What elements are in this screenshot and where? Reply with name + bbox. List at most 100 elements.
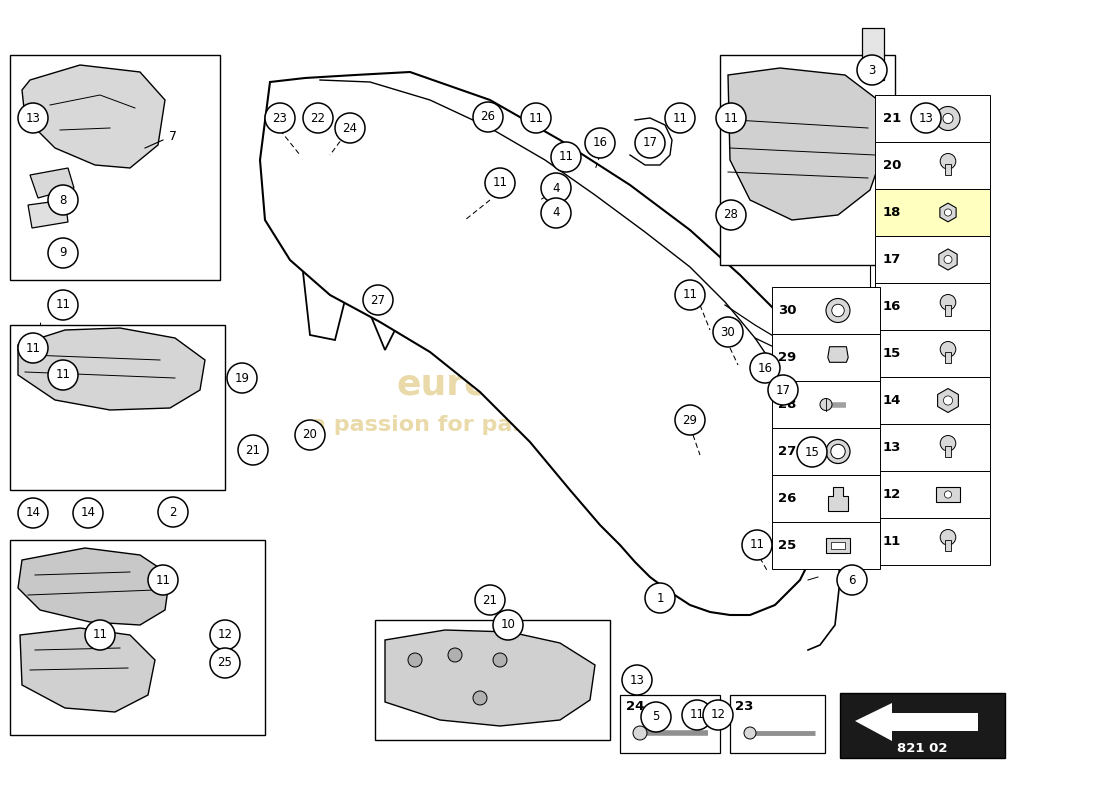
Text: 17: 17 (776, 383, 791, 397)
Text: a passion for parts since 1985: a passion for parts since 1985 (310, 415, 690, 435)
Polygon shape (939, 249, 957, 270)
Polygon shape (385, 630, 595, 726)
Text: 10: 10 (500, 618, 516, 631)
Text: 16: 16 (883, 300, 901, 313)
Text: 24: 24 (342, 122, 358, 134)
FancyBboxPatch shape (874, 377, 990, 424)
Text: 20: 20 (302, 429, 318, 442)
Circle shape (742, 530, 772, 560)
Text: 21: 21 (883, 112, 901, 125)
Circle shape (485, 168, 515, 198)
Text: 23: 23 (273, 111, 287, 125)
FancyBboxPatch shape (10, 55, 220, 280)
Circle shape (48, 185, 78, 215)
Polygon shape (828, 346, 848, 362)
FancyBboxPatch shape (945, 540, 950, 551)
FancyBboxPatch shape (945, 352, 950, 363)
Circle shape (675, 280, 705, 310)
FancyBboxPatch shape (772, 428, 880, 475)
Circle shape (541, 198, 571, 228)
FancyBboxPatch shape (826, 538, 850, 554)
Text: 14: 14 (80, 506, 96, 519)
FancyBboxPatch shape (874, 142, 990, 189)
Circle shape (940, 530, 956, 545)
FancyBboxPatch shape (620, 695, 721, 753)
FancyBboxPatch shape (945, 164, 950, 175)
FancyBboxPatch shape (772, 522, 880, 569)
FancyBboxPatch shape (772, 287, 880, 334)
Circle shape (713, 317, 743, 347)
Circle shape (48, 360, 78, 390)
FancyBboxPatch shape (840, 693, 1005, 758)
Circle shape (85, 620, 116, 650)
Circle shape (635, 128, 666, 158)
Text: 26: 26 (778, 492, 796, 505)
Text: 12: 12 (711, 709, 726, 722)
FancyBboxPatch shape (720, 55, 895, 265)
Circle shape (551, 142, 581, 172)
Text: 25: 25 (218, 657, 232, 670)
Circle shape (493, 653, 507, 667)
Text: 2: 2 (169, 506, 177, 518)
Circle shape (473, 102, 503, 132)
Polygon shape (937, 389, 958, 413)
Text: 13: 13 (25, 111, 41, 125)
Text: 15: 15 (883, 347, 901, 360)
Text: 11: 11 (155, 574, 170, 586)
Circle shape (473, 691, 487, 705)
Circle shape (716, 200, 746, 230)
Circle shape (302, 103, 333, 133)
Text: 11: 11 (749, 538, 764, 551)
Text: 19: 19 (234, 371, 250, 385)
FancyBboxPatch shape (874, 471, 990, 518)
Circle shape (940, 154, 956, 169)
Text: 15: 15 (804, 446, 820, 458)
Text: 11: 11 (528, 111, 543, 125)
Text: 21: 21 (483, 594, 497, 606)
Circle shape (210, 648, 240, 678)
Text: 13: 13 (629, 674, 645, 686)
Text: 25: 25 (778, 539, 796, 552)
FancyBboxPatch shape (862, 28, 884, 80)
Circle shape (645, 583, 675, 613)
FancyBboxPatch shape (874, 283, 990, 330)
Circle shape (703, 700, 733, 730)
Circle shape (48, 290, 78, 320)
Text: 11: 11 (559, 150, 573, 163)
Circle shape (826, 298, 850, 322)
FancyBboxPatch shape (730, 695, 825, 753)
FancyBboxPatch shape (874, 330, 990, 377)
Circle shape (336, 113, 365, 143)
Circle shape (798, 437, 827, 467)
Text: 11: 11 (55, 369, 70, 382)
Circle shape (18, 103, 48, 133)
Text: 28: 28 (724, 209, 738, 222)
Circle shape (408, 653, 422, 667)
Circle shape (493, 610, 522, 640)
Text: 11: 11 (493, 177, 507, 190)
Text: 12: 12 (883, 488, 901, 501)
Circle shape (940, 294, 956, 310)
Circle shape (830, 444, 845, 458)
Text: 1: 1 (657, 591, 663, 605)
Circle shape (363, 285, 393, 315)
Text: 21: 21 (245, 443, 261, 457)
Polygon shape (20, 628, 155, 712)
Text: 12: 12 (218, 629, 232, 642)
Text: 11: 11 (55, 298, 70, 311)
Polygon shape (18, 328, 205, 410)
Text: 11: 11 (724, 111, 738, 125)
Text: 20: 20 (883, 159, 901, 172)
Circle shape (750, 353, 780, 383)
Text: 4: 4 (552, 182, 560, 194)
Circle shape (911, 103, 940, 133)
Circle shape (158, 497, 188, 527)
Circle shape (521, 103, 551, 133)
Polygon shape (28, 200, 68, 228)
FancyBboxPatch shape (874, 95, 990, 142)
FancyBboxPatch shape (772, 381, 880, 428)
Polygon shape (22, 65, 165, 168)
Polygon shape (18, 548, 170, 625)
Text: 821 02: 821 02 (896, 742, 947, 755)
Circle shape (632, 726, 647, 740)
